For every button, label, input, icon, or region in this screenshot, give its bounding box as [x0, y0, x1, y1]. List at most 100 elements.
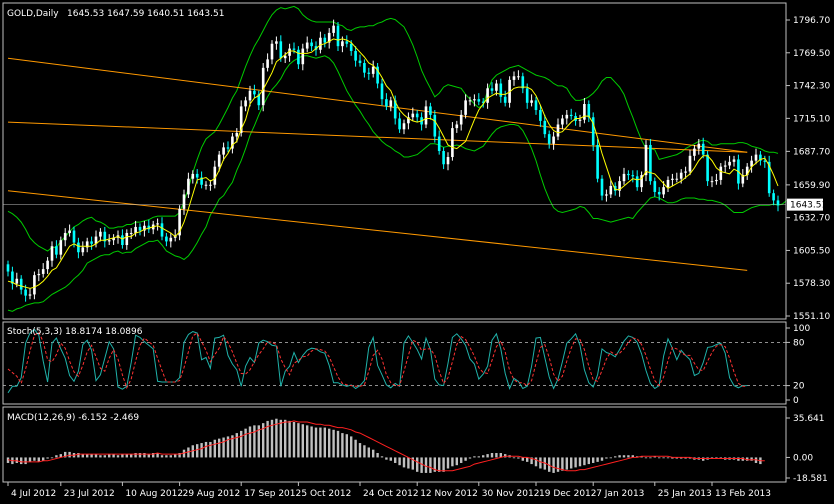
- macd-histogram-bar: [248, 426, 252, 458]
- candle: [244, 96, 247, 112]
- candle: [389, 96, 393, 112]
- candle-body: [693, 148, 696, 156]
- candle-body: [728, 161, 731, 166]
- candle: [99, 228, 102, 242]
- macd-histogram-bar: [354, 439, 357, 458]
- candle: [640, 171, 643, 192]
- macd-histogram-bar: [371, 449, 375, 458]
- time-tick-label: 4 Jul 2012: [11, 489, 56, 499]
- candle-body: [349, 43, 353, 51]
- candle-body: [341, 41, 344, 47]
- macd-histogram-bar: [539, 457, 542, 469]
- candle-body: [310, 42, 313, 47]
- candle-body: [437, 136, 441, 152]
- candle-body: [279, 41, 283, 59]
- macd-histogram-bar: [121, 454, 124, 458]
- candle-body: [244, 100, 247, 107]
- candle-body: [745, 166, 749, 176]
- candle-body: [451, 128, 454, 158]
- candle: [81, 241, 85, 256]
- macd-histogram-bar: [468, 457, 472, 459]
- macd-histogram-bar: [279, 419, 283, 458]
- candle-body: [424, 106, 428, 125]
- macd-histogram-bar: [37, 457, 41, 462]
- candle-body: [288, 48, 291, 56]
- candle: [433, 110, 437, 143]
- candle-body: [525, 88, 529, 103]
- candle-body: [644, 144, 648, 176]
- macd-histogram-bar: [547, 457, 551, 472]
- candle-body: [191, 173, 195, 179]
- candle-body: [222, 147, 225, 155]
- candle-body: [68, 230, 71, 233]
- candle-body: [11, 271, 14, 284]
- price-tick-label: 1659.90: [793, 181, 830, 191]
- candle: [649, 138, 652, 185]
- macd-histogram-bar: [380, 456, 384, 458]
- last-price-value: 1643.51: [790, 201, 827, 211]
- macd-pane[interactable]: MACD(12,26,9) -6.152 -2.469 35.641 0.00 -1…: [2, 406, 828, 484]
- macd-histogram-bar: [534, 457, 538, 467]
- candle-body: [772, 193, 775, 201]
- candle: [358, 54, 362, 67]
- candle-body: [512, 76, 516, 80]
- candle: [635, 170, 639, 191]
- candle-body: [226, 147, 230, 149]
- candle: [671, 173, 674, 186]
- candle: [138, 223, 142, 236]
- stochastic-pane[interactable]: Stoch(5,3,3) 18.8174 18.0896 100 80 20 0: [2, 321, 810, 406]
- candle: [424, 100, 428, 129]
- candle-body: [209, 184, 212, 186]
- candle: [169, 232, 173, 248]
- macd-histogram-bar: [649, 457, 652, 459]
- macd-histogram-bar: [578, 457, 582, 467]
- candle-body: [165, 236, 168, 242]
- candle: [178, 205, 181, 241]
- candle-body: [195, 173, 199, 178]
- time-tick-label: 17 Sep 2012: [244, 489, 301, 499]
- macd-histogram-bar: [622, 455, 626, 458]
- candle-body: [270, 43, 274, 60]
- stochastic-plot: [3, 328, 786, 394]
- candle: [455, 120, 459, 133]
- macd-histogram-bar: [209, 441, 212, 458]
- candle-body: [336, 25, 340, 47]
- price-tick-label: 1551.10: [793, 312, 830, 322]
- candle-body: [59, 240, 63, 255]
- candle-body: [697, 143, 701, 149]
- candle-body: [156, 223, 159, 225]
- price-pane[interactable]: GOLD,Daily 1645.53 1647.59 1640.51 1643.…: [2, 2, 830, 322]
- macd-histogram-bar: [552, 457, 555, 473]
- candle-body: [217, 154, 221, 167]
- candle-body: [684, 171, 687, 173]
- candle: [618, 176, 621, 197]
- macd-histogram-bar: [200, 443, 203, 458]
- macd-histogram-bar: [283, 419, 287, 458]
- trend-channel-lower: [7, 190, 748, 271]
- candle-body: [433, 114, 437, 137]
- macd-histogram-bar: [143, 453, 146, 458]
- candle-body: [81, 247, 85, 253]
- candle-body: [99, 231, 102, 237]
- macd-histogram-bar: [398, 457, 401, 466]
- candle: [631, 170, 635, 183]
- candle: [231, 132, 234, 154]
- candle: [459, 110, 463, 131]
- price-pane-border: [2, 2, 787, 320]
- macd-histogram-bar: [15, 457, 19, 463]
- macd-histogram-bar: [301, 424, 305, 458]
- price-tick-label: 1715.10: [793, 114, 830, 124]
- macd-histogram-bar: [684, 457, 687, 459]
- candle: [160, 217, 164, 241]
- macd-histogram-bar: [455, 457, 459, 466]
- candle-body: [534, 100, 538, 111]
- macd-histogram-bar: [169, 455, 173, 458]
- candle-body: [385, 99, 388, 107]
- bollinger-lower-line: [7, 55, 788, 312]
- macd-histogram-bar: [561, 457, 564, 471]
- candle: [411, 107, 415, 121]
- macd-histogram-bar: [213, 439, 217, 458]
- candle-body: [358, 60, 362, 64]
- macd-histogram-bar: [297, 423, 300, 458]
